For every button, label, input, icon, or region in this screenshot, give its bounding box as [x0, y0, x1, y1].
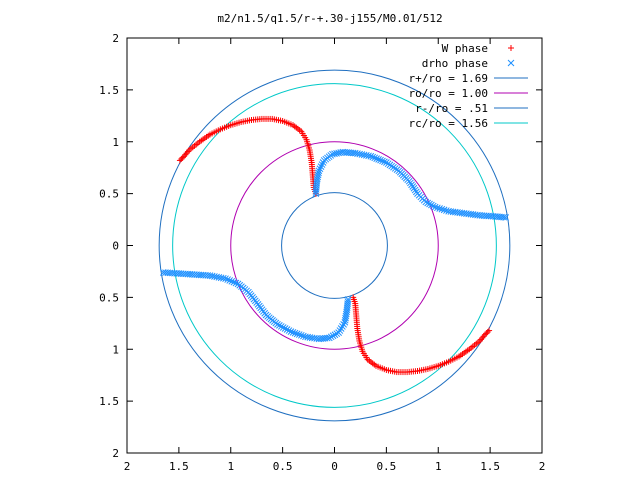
y-tick-label-8: 2	[112, 447, 119, 460]
legend-label-4: r-/ro = .51	[415, 102, 488, 115]
legend-marker-1	[507, 59, 515, 67]
data-point-1-25-fill-5	[291, 329, 299, 337]
circle-series-2	[158, 69, 511, 422]
legend-label-3: ro/ro = 1.00	[409, 87, 488, 100]
data-point-1-13-fill-4	[440, 206, 448, 214]
data-point-1-2-fill-2	[317, 163, 325, 171]
data-point-1-25-fill-6	[289, 329, 297, 336]
data-point-0-39	[486, 327, 493, 334]
data-point-1-31-fill-3	[228, 277, 236, 285]
data-point-0-0-fill-1	[178, 156, 185, 163]
legend-label-2: r+/ro = 1.69	[409, 72, 488, 85]
data-point-1-2-fill-3	[318, 161, 326, 168]
circle-series-3	[230, 141, 439, 350]
data-markers	[159, 115, 510, 376]
y-tick-label-7: 1.5	[99, 395, 119, 408]
y-tick-label-4: 0	[112, 240, 119, 253]
data-point-1-31	[234, 280, 242, 288]
data-point-1-17-fill-4	[500, 213, 507, 221]
data-point-1-2-fill-1	[316, 165, 324, 173]
data-point-1-7-fill-7	[381, 158, 388, 166]
data-point-1-31-fill-5	[224, 276, 231, 283]
x-tick-label-7: 1.5	[480, 460, 500, 473]
data-point-1-6-fill-6	[365, 152, 372, 160]
x-tick-label-4: 0	[331, 460, 338, 473]
data-point-1-22	[335, 329, 343, 337]
chart-title: m2/n1.5/q1.5/r-+.30-j155/M0.01/512	[217, 12, 442, 25]
data-point-1-20-fill-5	[341, 316, 349, 324]
data-point-0-38-fill-1	[483, 330, 490, 337]
data-point-1-7	[367, 152, 375, 160]
data-point-1-22-fill-1	[333, 330, 341, 338]
legend-label-5: rc/ro = 1.56	[409, 117, 488, 130]
data-point-1-26	[287, 328, 295, 335]
x-tick-label-6: 1	[435, 460, 442, 473]
data-point-1-1-fill-4	[315, 169, 322, 177]
data-point-1-2	[315, 167, 323, 175]
data-point-1-12-fill-1	[424, 199, 432, 207]
x-tick-label-3: 0.5	[273, 460, 293, 473]
data-point-1-7-fill-3	[373, 155, 381, 162]
data-point-1-7-fill-4	[375, 156, 382, 163]
data-point-0-38	[481, 331, 488, 338]
circle-series-4	[281, 192, 388, 299]
y-tick-label-2: 1	[112, 136, 119, 149]
data-point-1-25-fill-2	[297, 331, 305, 339]
data-point-1-36	[159, 269, 167, 276]
data-point-1-7-fill-1	[369, 153, 377, 161]
data-point-1-12-fill-4	[429, 202, 437, 210]
x-tick-label-1: 1.5	[169, 460, 189, 473]
data-point-1-24-fill-5	[304, 333, 312, 341]
data-point-1-13-fill-3	[438, 205, 446, 213]
plot-frame	[126, 37, 543, 454]
x-tick-label-5: 0.5	[376, 460, 396, 473]
data-point-1-31-fill-1	[232, 279, 240, 287]
axis-ticks: 2 1.5 1 0.5 0 0.5 1 1.5 221.510.500.511.52	[99, 32, 545, 473]
circle-series-5	[172, 83, 497, 408]
data-point-1-26-fill-2	[283, 326, 291, 333]
data-point-1-13	[431, 203, 439, 211]
data-point-1-13-fill-1	[434, 204, 441, 212]
y-tick-label-0: 2	[112, 32, 119, 45]
legend-label-0: W phase	[442, 42, 488, 55]
data-point-1-18	[502, 214, 510, 221]
data-point-0-0-fill-2	[179, 154, 186, 161]
y-tick-label-3: 0.5	[99, 188, 119, 201]
data-point-1-7-fill-2	[371, 154, 379, 162]
data-point-1-12	[422, 198, 430, 206]
data-point-1-26-fill-5	[277, 323, 285, 330]
data-point-1-7-fill-5	[377, 156, 384, 164]
data-point-1-26-fill-4	[279, 324, 287, 331]
x-tick-label-0: 2	[124, 460, 131, 473]
reference-circles	[158, 69, 511, 422]
data-point-1-35-fill-6	[162, 269, 169, 276]
x-tick-label-8: 2	[539, 460, 546, 473]
data-point-1-13-fill-2	[436, 205, 443, 212]
data-point-1-31-fill-2	[230, 278, 238, 286]
data-point-1-25-fill-4	[293, 330, 301, 338]
data-point-1-31-fill-4	[226, 277, 234, 284]
data-point-1-25	[302, 333, 309, 341]
data-point-1-22-fill-3	[329, 332, 337, 340]
data-point-1-12-fill-2	[426, 200, 433, 208]
data-point-0-38-fill-2	[484, 328, 491, 335]
legend-label-1: drho phase	[422, 57, 488, 70]
legend-marker-0	[508, 45, 514, 51]
x-tick-label-2: 1	[227, 460, 234, 473]
data-point-1-25-fill-1	[300, 332, 307, 340]
y-tick-label-1: 1.5	[99, 84, 119, 97]
data-point-1-12-fill-3	[428, 201, 435, 209]
data-point-1-26-fill-6	[276, 322, 283, 329]
y-tick-label-5: 0.5	[99, 291, 119, 304]
data-point-1-22-fill-4	[327, 333, 335, 341]
data-point-1-25-fill-3	[295, 331, 303, 338]
data-point-0-0	[176, 157, 183, 164]
data-point-1-26-fill-1	[285, 327, 293, 334]
data-point-1-7-fill-6	[379, 157, 386, 165]
y-tick-label-6: 1	[112, 343, 119, 356]
data-point-1-22-fill-2	[331, 331, 339, 339]
data-point-1-26-fill-3	[281, 325, 289, 332]
legend: W phase drho phase r+/ro = 1.69 ro/ro = 1.0…	[409, 42, 528, 130]
